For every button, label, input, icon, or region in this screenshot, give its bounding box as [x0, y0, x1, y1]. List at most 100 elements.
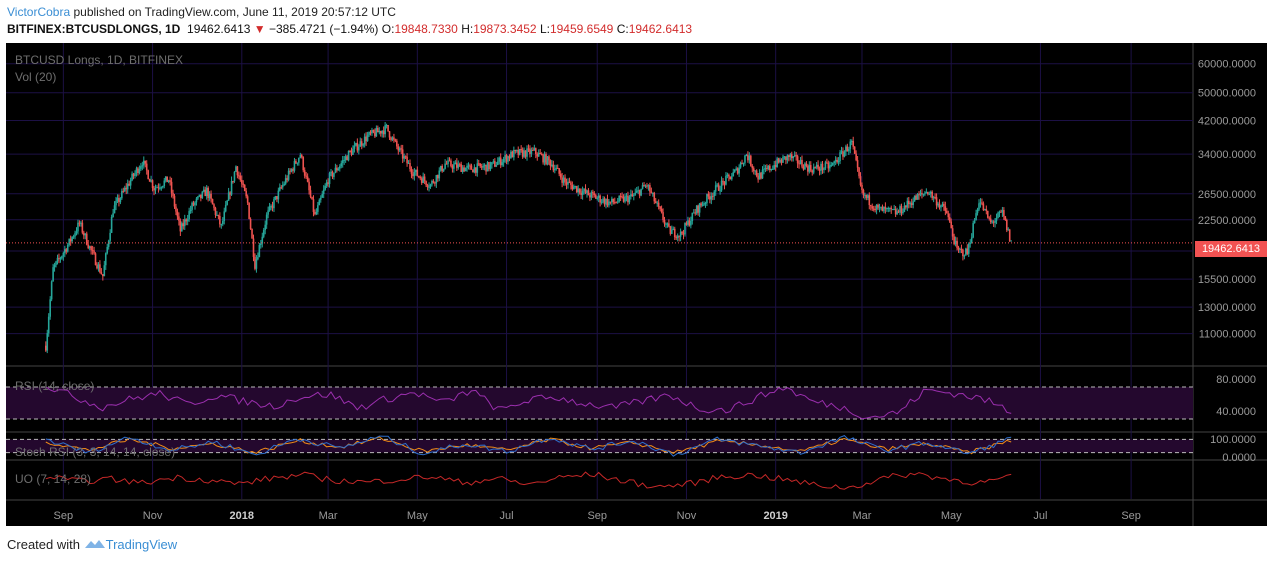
candle-body: [542, 154, 544, 163]
candle-body: [444, 163, 446, 169]
candle-body: [404, 156, 407, 158]
candle-body: [706, 194, 708, 204]
candle-body: [982, 203, 985, 211]
candle-body: [113, 205, 116, 214]
candle-body: [928, 193, 931, 195]
rsi-pane-title: RSI (14, close): [15, 379, 95, 393]
candle-body: [665, 223, 667, 225]
candle-body: [796, 156, 799, 164]
candle-body: [748, 155, 751, 161]
candle-body: [314, 211, 316, 215]
candle-body: [385, 125, 388, 127]
candle-body: [657, 202, 660, 207]
candle-body: [406, 156, 408, 164]
chart-area[interactable]: Sep Nov 2018 Mar May Jul Sep Nov 2019 Mar May Jul Se…: [6, 43, 1267, 526]
candle-body: [611, 198, 613, 203]
tradingview-link[interactable]: TradingView: [105, 537, 178, 552]
candle-body: [659, 206, 661, 209]
candle-body: [129, 180, 132, 186]
candle-body: [251, 228, 253, 239]
candle-body: [788, 155, 790, 157]
candle-body: [817, 164, 819, 169]
candle-body: [821, 163, 824, 170]
candle-body: [486, 162, 489, 172]
candle-body: [520, 149, 522, 151]
candle-body: [362, 144, 364, 146]
candle-body: [436, 175, 439, 179]
candle-body: [616, 201, 619, 203]
x-tick-label: Nov: [143, 510, 163, 522]
candle-body: [49, 299, 51, 317]
candle-body: [529, 148, 531, 154]
candle-body: [808, 165, 811, 172]
candle-body: [403, 156, 405, 159]
candle-body: [695, 205, 698, 214]
candle-body: [992, 221, 995, 223]
candle-body: [909, 203, 912, 205]
candle-body: [513, 150, 515, 158]
candle-body: [887, 207, 890, 209]
candle-body: [521, 149, 524, 157]
candle-body: [477, 163, 480, 165]
candle-body: [962, 249, 964, 257]
candle-body: [755, 170, 758, 176]
candle-body: [374, 132, 376, 137]
candle-body: [343, 159, 345, 161]
candle-body: [178, 216, 180, 221]
candle-body: [660, 208, 663, 213]
candle-body: [153, 188, 155, 191]
candle-body: [131, 173, 133, 181]
candle-body: [574, 186, 577, 188]
candle-body: [697, 205, 699, 213]
x-tick-label: Sep: [1121, 510, 1141, 522]
candle-body: [735, 168, 737, 171]
candle-body: [562, 177, 565, 183]
candle-body: [518, 149, 521, 155]
candle-body: [372, 129, 375, 133]
candle-body: [780, 159, 783, 163]
candle-body: [872, 208, 875, 210]
candle-body: [688, 220, 691, 226]
candle-body: [69, 238, 72, 242]
candle-body: [238, 175, 240, 177]
candle-body: [839, 152, 841, 162]
candle-body: [899, 206, 901, 213]
candle-body: [777, 158, 780, 163]
candle-body: [907, 200, 910, 205]
candle-body: [534, 148, 537, 155]
candle-body: [625, 195, 628, 197]
candle-body: [279, 187, 281, 191]
candle-body: [381, 130, 384, 134]
candle-body: [953, 236, 955, 245]
candle-body: [517, 150, 520, 155]
candle-body: [747, 154, 749, 161]
candle-body: [646, 185, 648, 187]
candle-body: [464, 167, 467, 172]
candle-body: [593, 193, 596, 196]
chart-canvas[interactable]: Sep Nov 2018 Mar May Jul Sep Nov 2019 Mar May Jul Se…: [6, 43, 1267, 526]
candle-body: [191, 202, 193, 210]
candle-body: [963, 255, 966, 257]
candle-body: [119, 198, 122, 203]
candle-body: [805, 163, 808, 167]
candle-body: [649, 185, 651, 192]
candle-body: [91, 250, 94, 252]
candle-body: [240, 179, 243, 184]
candle-body: [183, 219, 186, 227]
candle-body: [59, 258, 62, 260]
candle-body: [375, 127, 378, 137]
candle-body: [377, 127, 379, 133]
candle-body: [369, 132, 372, 134]
candle-body: [972, 223, 974, 238]
candle-body: [387, 125, 389, 132]
candle-body: [590, 192, 593, 198]
author-link[interactable]: VictorCobra: [7, 5, 71, 19]
candle-body: [701, 205, 704, 207]
candle-body: [723, 181, 726, 185]
candle-body: [328, 173, 331, 185]
candle-body: [997, 212, 999, 219]
open-label: O:: [381, 22, 395, 36]
candle-body: [505, 155, 508, 162]
candle-body: [769, 165, 771, 171]
candle-body: [94, 253, 97, 266]
